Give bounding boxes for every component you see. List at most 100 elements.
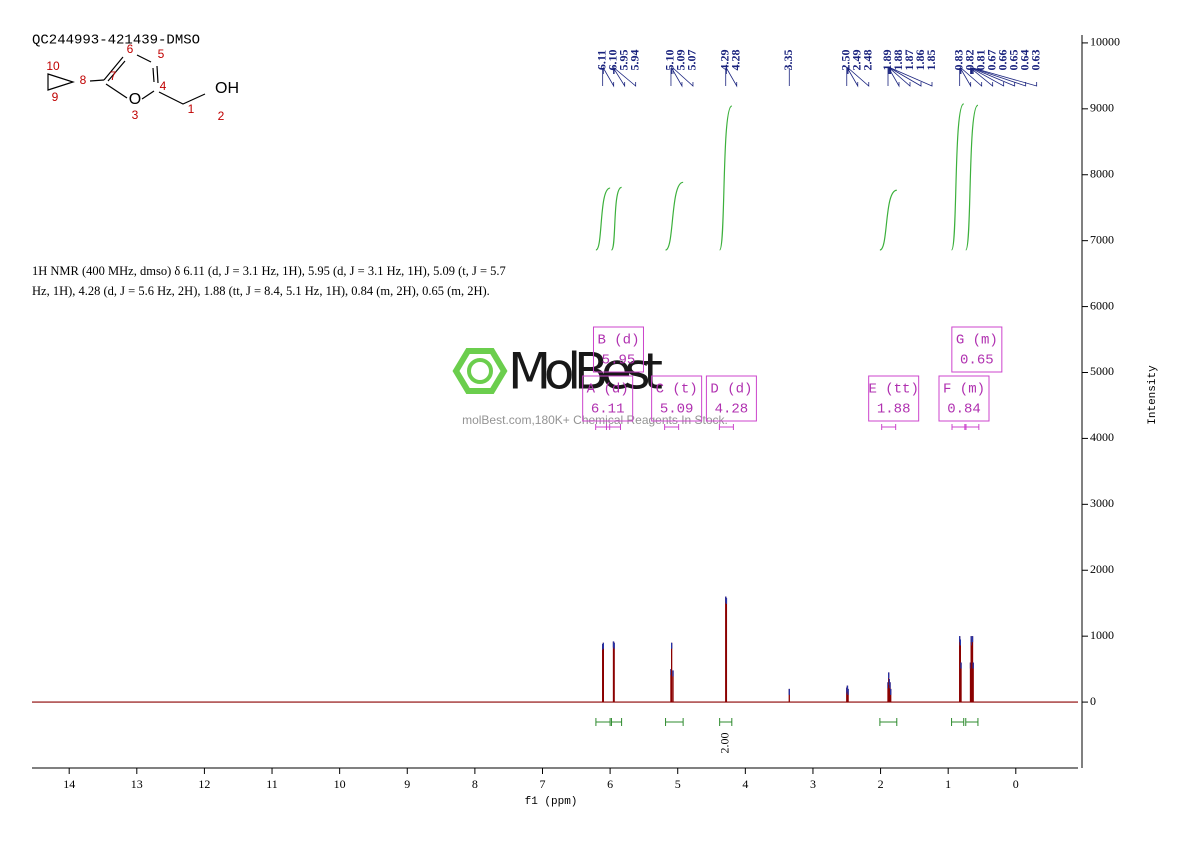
atom-label: 4 [160,79,167,93]
y-tick-label: 9000 [1090,101,1114,115]
x-tick-label: 0 [1013,777,1019,791]
peak-connector [971,67,1016,87]
peak-label: 5.94 [627,50,641,71]
peak-connector [888,66,900,88]
peak-connector [970,67,994,87]
peak-connector [613,66,626,88]
peak-label: 1.88 [891,50,905,71]
multiplet-box [868,375,920,422]
peak-label: 0.64 [1017,50,1031,71]
x-tick-label: 6 [607,777,613,791]
peak-connector [888,67,911,87]
multiplet-box [938,375,990,422]
multiplet-label: C (t) [656,382,698,398]
multiplet-range [664,424,680,430]
atom-label: 2 [218,109,225,123]
description: Hz, 1H), 4.28 (d, J = 5.6 Hz, 2H), 1.88 … [32,284,490,298]
multiplet-shift: 4.28 [715,402,749,418]
peak-label: 5.10 [663,50,677,71]
bond [136,54,152,63]
bond [152,65,159,84]
y-tick-label: 1000 [1090,628,1114,642]
multiplet-box [592,326,644,373]
multiplet-label: D (d) [710,382,752,398]
multiplet-range [605,424,621,430]
peak-label: 6.10 [605,50,619,71]
peak-connector [847,66,859,88]
peak-connector [847,67,870,87]
multiplet-range [718,424,734,430]
x-tick-label: 14 [63,777,75,791]
peak-connector [972,67,1038,87]
x-tick-label: 2 [878,777,884,791]
atom-label: O [129,91,141,108]
cyclopropane [47,73,75,91]
atom-label: 3 [132,108,139,122]
x-tick-label: 9 [404,777,410,791]
bond [105,83,128,99]
integral-curve [879,189,898,251]
multiplet-label: B (d) [597,333,639,349]
chart-title: QC244993-421439-DMSO [32,33,200,49]
peak-label: 0.65 [1006,50,1020,71]
description: 1H NMR (400 MHz, dmso) δ 6.11 (d, J = 3.… [32,264,506,278]
x-tick-label: 12 [198,777,210,791]
atom-label: 8 [80,73,87,87]
integral-curve [965,104,979,251]
peak-label: 1.85 [924,50,938,71]
multiplet-range [964,424,980,430]
integral-bracket [610,718,623,726]
peak-connector [613,67,637,87]
peak-label: 1.89 [880,50,894,71]
x-tick-label: 11 [266,777,278,791]
y-tick-label: 8000 [1090,166,1114,180]
y-axis-label: Intensity [1147,365,1159,425]
peak-label: 0.66 [995,50,1009,71]
x-tick-label: 3 [810,777,816,791]
multiplet-label: A (d) [587,382,629,398]
x-tick-label: 8 [472,777,478,791]
integral-bracket [879,718,898,726]
x-tick-label: 5 [675,777,681,791]
multiplet-shift: 1.88 [877,402,911,418]
atom-label: 10 [46,59,60,73]
atom-label: OH [215,80,239,97]
peak-connector [672,67,694,87]
peak-connector [602,66,615,88]
peak-label: 2.50 [839,50,853,71]
integral-curve [664,181,684,251]
logo-ring [467,358,493,384]
y-tick-label: 0 [1090,694,1096,708]
atom-label: 6 [127,42,134,56]
multiplet-label: G (m) [956,333,998,349]
integral-bracket [719,718,733,726]
y-tick-label: 3000 [1090,496,1114,510]
peak-label: 4.29 [717,50,731,71]
peak-label: 5.95 [616,50,630,71]
peak-label: 0.82 [962,50,976,71]
peak-label: 1.87 [902,50,916,71]
x-tick-label: 7 [539,777,545,791]
peak-label: 0.81 [973,50,987,71]
logo-hexagon [452,348,508,394]
integral-bracket [595,718,611,726]
bond [158,91,206,105]
atom-label: 5 [158,47,165,61]
atom-label: 7 [110,69,117,83]
y-tick-label: 4000 [1090,430,1114,444]
multiplet-shift: 5.09 [660,402,694,418]
integral-curve [595,187,611,251]
multiplet-box [705,375,757,422]
multiplet-shift: 0.65 [960,353,994,369]
bond [103,56,126,82]
integral-bracket [951,718,965,726]
multiplet-shift: 0.84 [947,402,981,418]
atom-label: 9 [52,90,59,104]
x-tick-label: 1 [945,777,951,791]
peak-label: 2.49 [850,50,864,71]
integral-bracket [965,718,979,726]
multiplet-label: E (tt) [868,382,918,398]
x-tick-label: 13 [131,777,143,791]
integral-curve [950,103,965,251]
multiplet-label: F (m) [943,382,985,398]
